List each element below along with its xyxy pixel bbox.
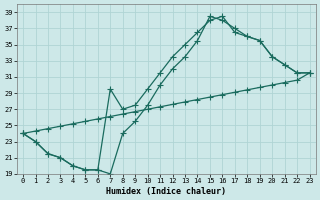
X-axis label: Humidex (Indice chaleur): Humidex (Indice chaleur) [106, 187, 226, 196]
